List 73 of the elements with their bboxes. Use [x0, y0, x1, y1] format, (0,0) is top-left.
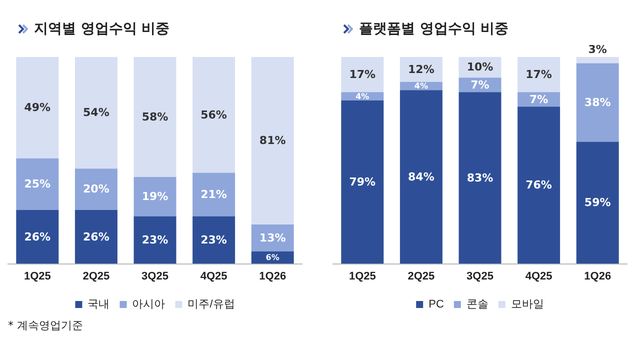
bar — [251, 57, 294, 225]
legend-label: 국내 — [88, 298, 110, 311]
data-label: 6% — [266, 253, 280, 262]
data-label: 19% — [142, 190, 168, 203]
x-tick-label: 3Q25 — [142, 270, 168, 282]
bar — [458, 92, 502, 264]
data-label: 7% — [470, 78, 490, 92]
bar — [192, 216, 236, 264]
bar — [518, 106, 560, 264]
data-label: 10% — [466, 60, 494, 74]
data-label: 76% — [526, 178, 552, 192]
bar — [576, 142, 619, 264]
x-tick-label: 2Q25 — [408, 270, 435, 282]
bar — [134, 216, 176, 264]
bar — [74, 168, 118, 210]
data-label: 38% — [584, 96, 611, 109]
data-label: 49% — [24, 101, 51, 114]
x-tick-label: 1Q26 — [259, 270, 286, 282]
bar — [400, 90, 442, 264]
bar — [192, 172, 236, 216]
data-label: 54% — [83, 106, 110, 120]
bar — [341, 100, 384, 264]
data-label: 83% — [466, 171, 494, 184]
x-tick-label: 4Q25 — [200, 270, 228, 282]
legend-label: PC — [428, 298, 444, 311]
bar — [134, 57, 176, 177]
data-label: 4% — [414, 82, 428, 91]
bar — [134, 176, 176, 216]
data-label: 23% — [142, 233, 168, 246]
data-label: 20% — [83, 182, 110, 196]
data-label: 84% — [408, 170, 434, 184]
data-label: 81% — [259, 134, 286, 148]
data-label: 23% — [200, 233, 227, 246]
data-label: 59% — [584, 196, 611, 210]
data-label: 26% — [83, 230, 110, 244]
data-label: 3% — [588, 42, 607, 56]
legend-label: 아시아 — [132, 298, 166, 311]
bar — [74, 210, 118, 264]
bar — [576, 57, 619, 64]
x-tick-label: 1Q25 — [348, 270, 376, 282]
bar — [74, 57, 118, 169]
data-label: 4% — [356, 92, 370, 101]
x-tick-label: 2Q25 — [82, 270, 110, 282]
bar — [576, 63, 619, 142]
data-label: 17% — [526, 68, 552, 81]
legend-label: 콘솔 — [466, 298, 488, 311]
data-label: 7% — [529, 92, 548, 106]
data-label: 25% — [24, 178, 51, 191]
x-tick-label: 1Q26 — [584, 270, 612, 282]
data-label: 17% — [349, 68, 376, 81]
bar — [16, 158, 59, 210]
text: * 계속영업기준 — [8, 318, 83, 333]
x-tick-label: 1Q25 — [24, 270, 51, 282]
bar — [341, 57, 384, 92]
bar — [16, 210, 59, 264]
data-label: 12% — [408, 62, 434, 76]
chart-title: 플랫폼별 영업수익 비중 — [359, 20, 509, 38]
data-label: 13% — [259, 231, 286, 244]
data-label: 26% — [24, 230, 51, 244]
bar — [400, 57, 442, 82]
data-label: 58% — [142, 110, 168, 124]
bar — [16, 57, 59, 158]
chart-title: 지역별 영업수익 비중 — [34, 20, 170, 38]
data-label: 21% — [200, 188, 227, 201]
legend-label: 미주/유럽 — [188, 298, 235, 311]
bar — [251, 224, 294, 252]
x-tick-label: 4Q25 — [525, 270, 552, 282]
legend-label: 모바일 — [510, 298, 544, 311]
bar — [192, 57, 236, 173]
data-label: 56% — [200, 108, 227, 122]
bar — [518, 57, 560, 92]
x-tick-label: 3Q25 — [466, 270, 494, 282]
data-label: 79% — [349, 175, 376, 188]
